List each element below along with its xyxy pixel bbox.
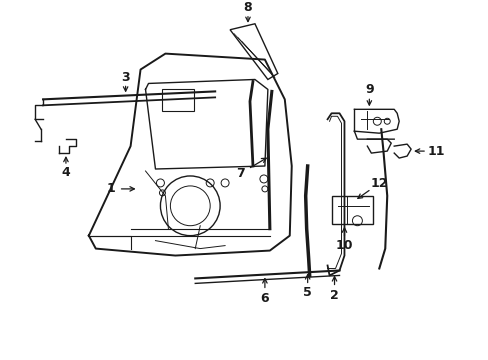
Text: 4: 4 xyxy=(61,166,70,180)
Text: 11: 11 xyxy=(427,145,444,158)
Bar xyxy=(331,196,372,224)
Text: 12: 12 xyxy=(370,177,387,190)
Text: 9: 9 xyxy=(364,83,373,96)
Text: 6: 6 xyxy=(260,292,269,305)
Text: 7: 7 xyxy=(235,167,244,180)
Text: 10: 10 xyxy=(335,239,352,252)
Text: 2: 2 xyxy=(329,289,338,302)
Bar xyxy=(162,89,194,111)
Text: 1: 1 xyxy=(106,183,115,195)
Text: 8: 8 xyxy=(243,1,252,14)
Text: 5: 5 xyxy=(303,286,311,299)
Text: 3: 3 xyxy=(121,71,130,84)
Polygon shape xyxy=(230,24,277,80)
